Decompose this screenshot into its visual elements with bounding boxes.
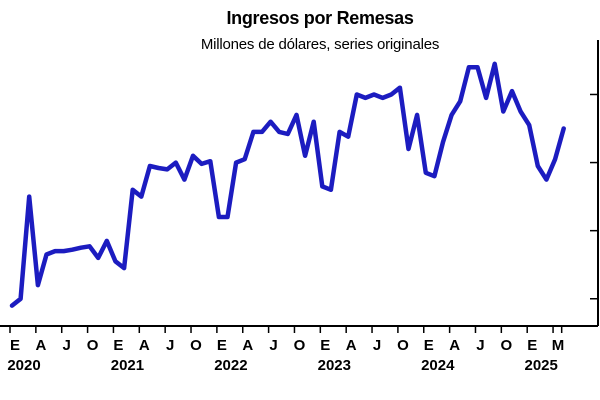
chart-subtitle: Millones de dólares, series originales — [200, 36, 440, 53]
x-tick-label: J — [476, 337, 484, 354]
x-tick-label: A — [139, 337, 150, 354]
year-label: 2024 — [421, 357, 455, 374]
x-tick-label: A — [242, 337, 253, 354]
x-tick-label: A — [449, 337, 460, 354]
x-tick-label: E — [527, 337, 537, 354]
year-label: 2021 — [111, 357, 144, 374]
x-tick-label: O — [87, 337, 99, 354]
x-tick-label: A — [35, 337, 46, 354]
x-tick-label: J — [166, 337, 174, 354]
x-tick-label: E — [10, 337, 20, 354]
x-tick-label: O — [190, 337, 202, 354]
series-layer — [9, 61, 566, 308]
x-tick-label: O — [501, 337, 513, 354]
x-tick-label: E — [424, 337, 434, 354]
x-tick-label: J — [269, 337, 277, 354]
x-tick-label: E — [320, 337, 330, 354]
x-tick-label: O — [397, 337, 409, 354]
year-label: 2025 — [525, 357, 558, 374]
axes — [0, 40, 599, 333]
chart-title: Ingresos por Remesas — [226, 8, 414, 28]
year-label: 2023 — [318, 357, 351, 374]
series-line — [9, 61, 566, 308]
x-tick-label: E — [113, 337, 123, 354]
x-tick-label: M — [552, 337, 565, 354]
x-tick-label: J — [373, 337, 381, 354]
x-tick-label: J — [63, 337, 71, 354]
year-label: 2020 — [7, 357, 40, 374]
year-label: 2022 — [214, 357, 247, 374]
x-tick-label: A — [346, 337, 357, 354]
x-tick-label: O — [294, 337, 306, 354]
x-tick-label: E — [217, 337, 227, 354]
